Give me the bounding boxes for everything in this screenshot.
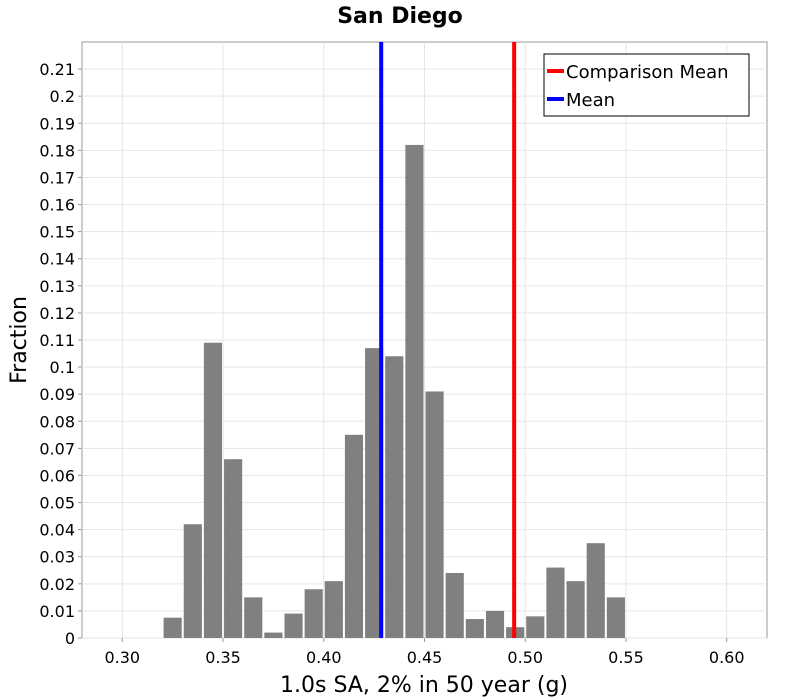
x-axis-ticks: 0.30 0.35 0.40 0.45 0.50 0.55 0.60 [104, 638, 745, 667]
y-tick-label-3: 0.03 [39, 548, 75, 567]
bar-14 [445, 572, 464, 638]
x-tick-label-6: 0.60 [709, 648, 745, 667]
y-tick-label-20: 0.2 [50, 87, 75, 106]
y-tick-label-16: 0.16 [39, 196, 75, 215]
bar-6 [284, 613, 303, 638]
bar-7 [304, 589, 323, 638]
bar-9 [344, 434, 364, 638]
legend: Comparison Mean Mean [543, 53, 750, 117]
mean-lines [379, 42, 517, 638]
histogram-bars [163, 144, 625, 639]
y-tick-label-21: 0.21 [39, 60, 75, 79]
y-tick-label-15: 0.15 [39, 223, 75, 242]
y-tick-label-2: 0.02 [39, 575, 75, 594]
bar-12 [405, 144, 424, 639]
bar-2 [203, 342, 223, 638]
y-tick-label-7: 0.07 [39, 439, 75, 458]
bar-4 [244, 597, 263, 638]
bar-3 [224, 459, 243, 638]
x-tick-label-0: 0.30 [104, 648, 140, 667]
y-axis-ticks: 0 0.01 0.02 0.03 0.04 0.05 0.06 0.07 0.08 0.09 0.1… [39, 60, 82, 648]
bar-20 [566, 581, 585, 638]
y-tick-label-17: 0.17 [39, 168, 75, 187]
bar-19 [546, 567, 565, 638]
bar-21 [586, 543, 605, 638]
y-tick-label-6: 0.06 [39, 466, 75, 485]
legend-label-1: Mean [566, 90, 615, 111]
y-tick-label-11: 0.11 [39, 331, 75, 350]
bar-22 [606, 597, 625, 638]
bar-15 [465, 619, 484, 638]
bar-8 [324, 581, 343, 638]
y-tick-label-12: 0.12 [39, 304, 75, 323]
legend-box [543, 53, 750, 117]
y-tick-label-0: 0 [65, 629, 75, 648]
bar-5 [264, 632, 283, 638]
y-tick-label-18: 0.18 [39, 141, 75, 160]
y-tick-label-10: 0.1 [50, 358, 75, 377]
bar-1 [183, 524, 202, 638]
y-tick-label-9: 0.09 [39, 385, 75, 404]
legend-label-0: Comparison Mean [566, 62, 729, 83]
x-tick-label-4: 0.50 [507, 648, 543, 667]
x-tick-label-1: 0.35 [205, 648, 241, 667]
bar-11 [385, 356, 404, 638]
y-tick-label-14: 0.14 [39, 250, 75, 269]
x-tick-label-3: 0.45 [407, 648, 443, 667]
bar-13 [425, 391, 444, 638]
bar-18 [526, 616, 545, 638]
bar-16 [485, 610, 505, 638]
y-tick-label-4: 0.04 [39, 521, 75, 540]
grid-lines [82, 42, 767, 639]
x-tick-label-5: 0.55 [608, 648, 644, 667]
x-tick-label-2: 0.40 [306, 648, 342, 667]
chart-title: San Diego [337, 4, 463, 29]
y-tick-label-1: 0.01 [39, 602, 75, 621]
x-axis-label: 1.0s SA, 2% in 50 year (g) [280, 673, 568, 698]
bar-10 [365, 348, 384, 638]
bar-0 [163, 617, 182, 638]
y-axis-label: Fraction [7, 296, 32, 384]
y-tick-label-19: 0.19 [39, 114, 75, 133]
y-tick-label-13: 0.13 [39, 277, 75, 296]
y-tick-label-8: 0.08 [39, 412, 75, 431]
y-tick-label-5: 0.05 [39, 494, 75, 513]
